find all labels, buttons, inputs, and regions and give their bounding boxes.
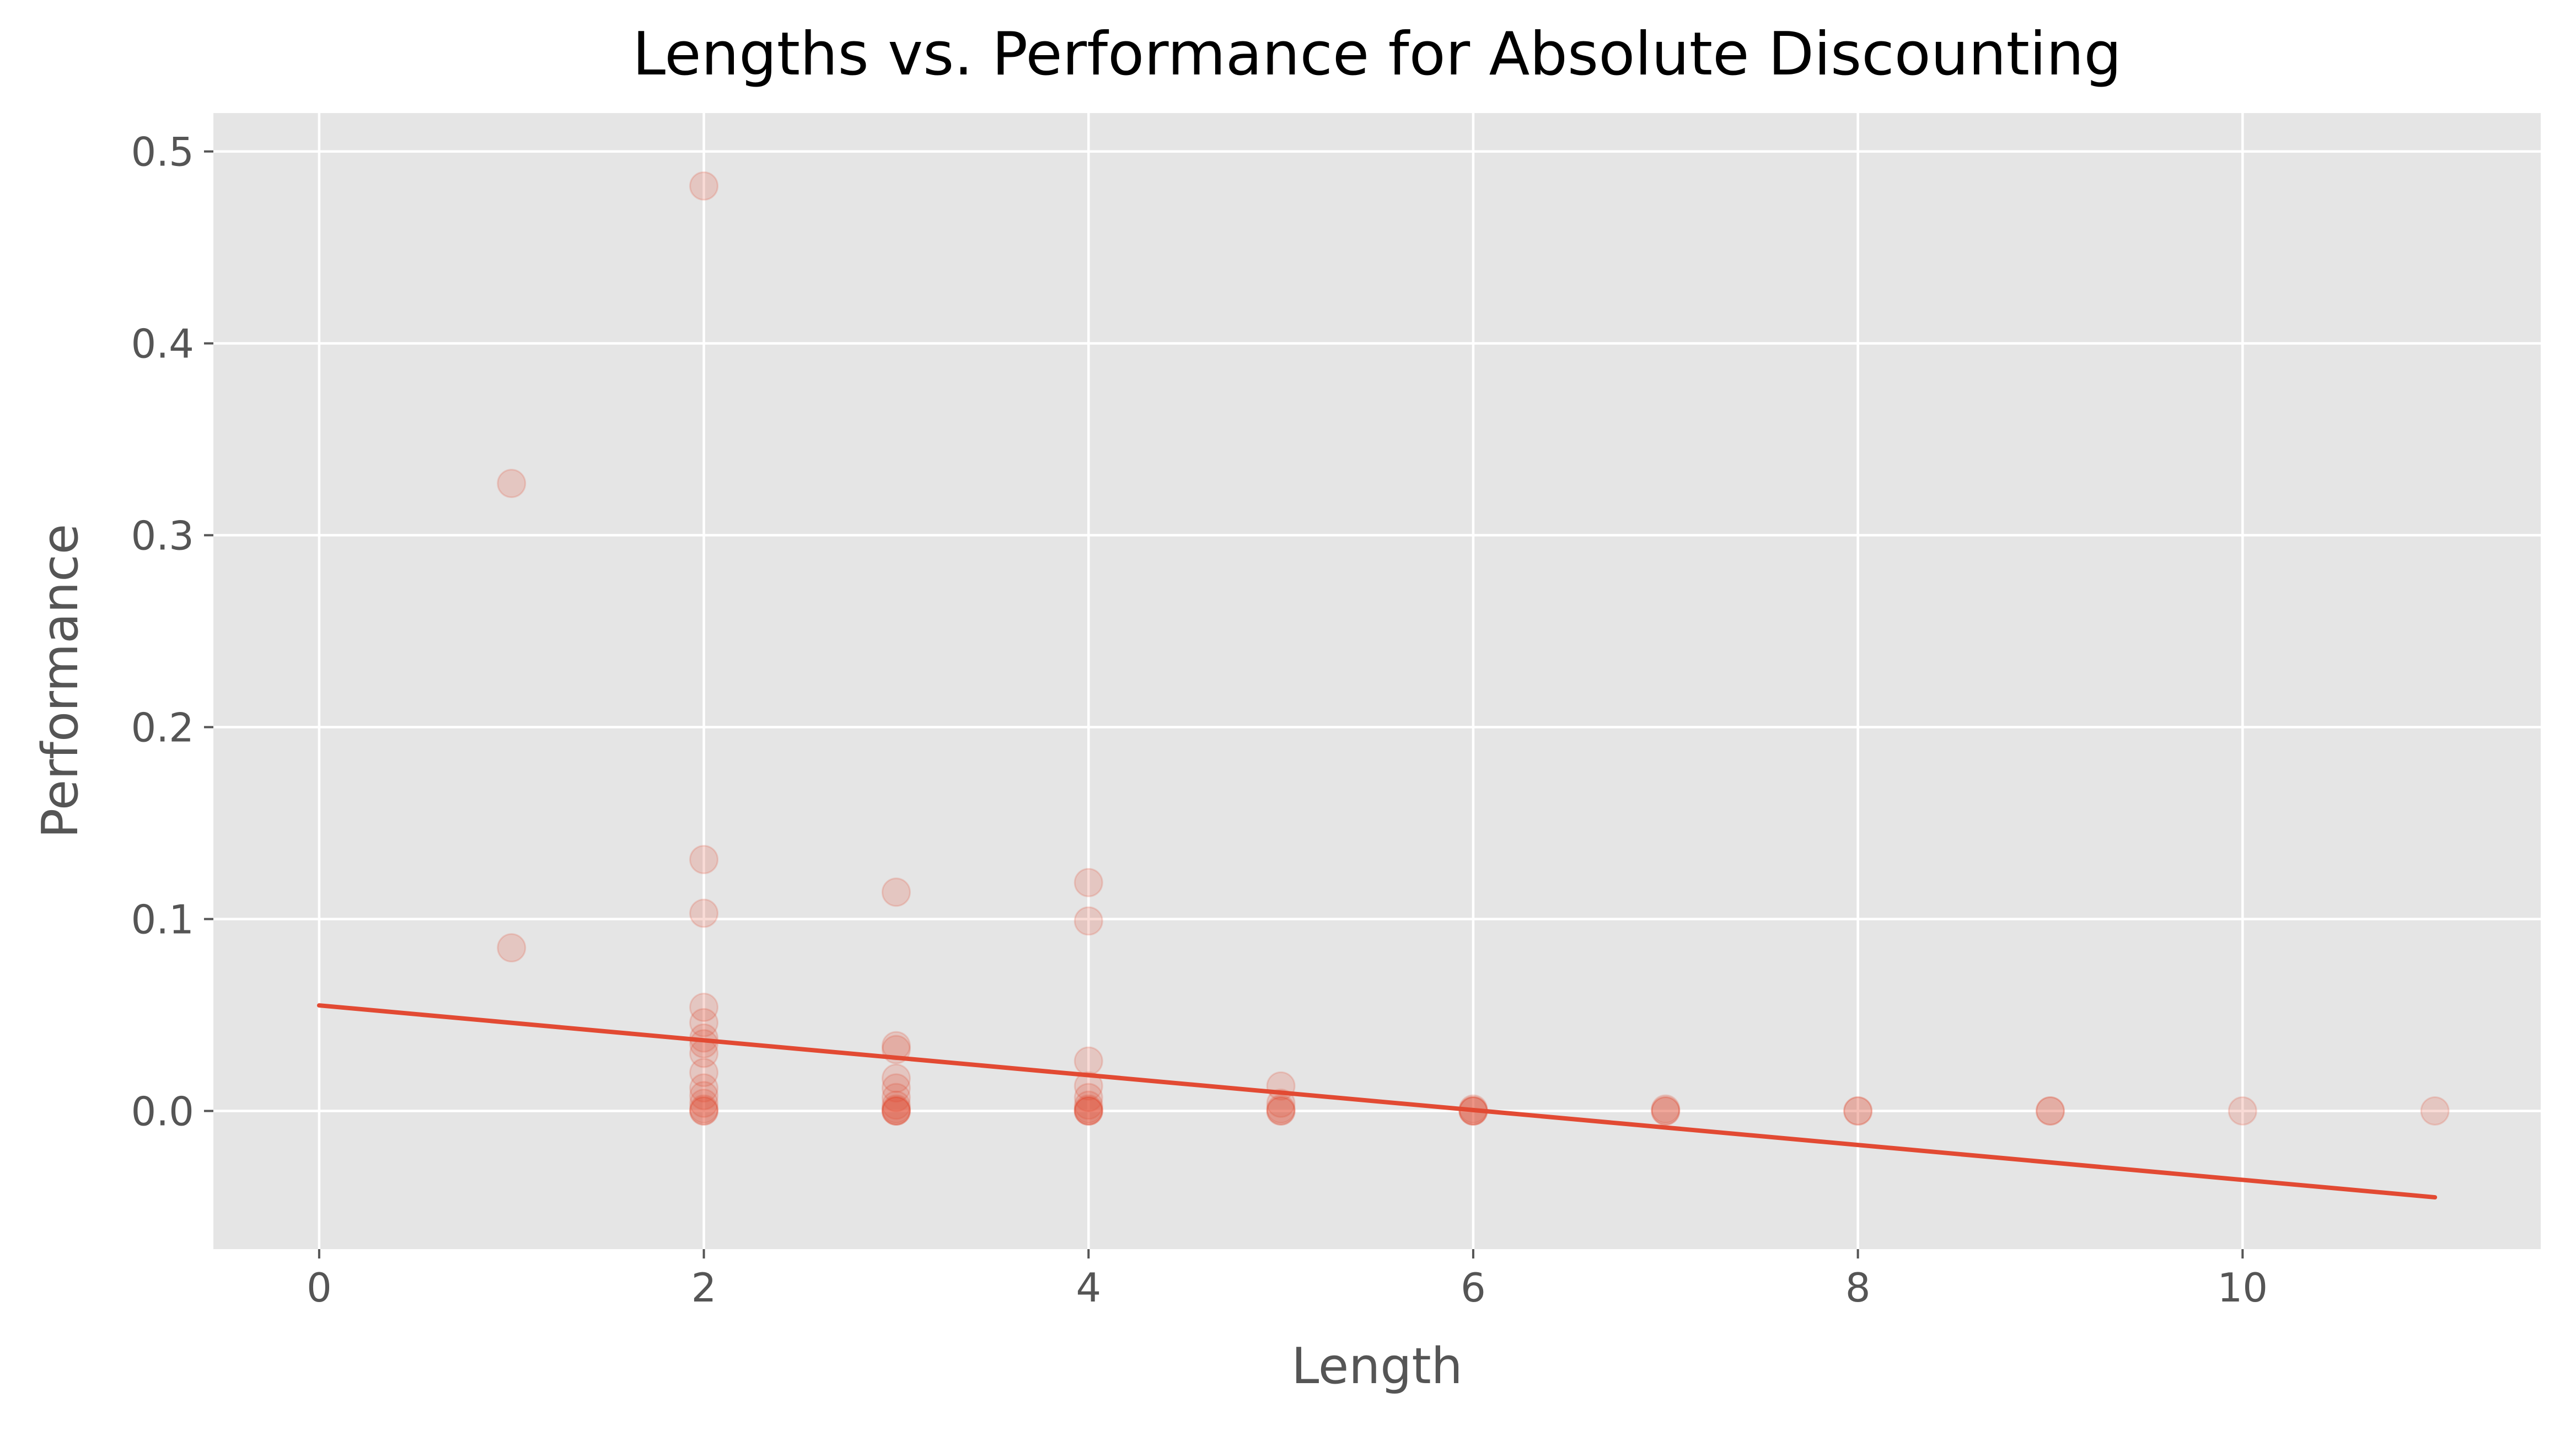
data-point — [1074, 1046, 1103, 1076]
data-point — [881, 1073, 911, 1103]
data-point — [497, 933, 527, 963]
data-point — [1651, 1096, 1681, 1126]
data-point — [689, 845, 719, 875]
data-point — [881, 877, 911, 907]
data-point — [1266, 1096, 1296, 1126]
data-point — [881, 1094, 911, 1124]
data-point — [881, 1096, 911, 1126]
data-point — [881, 1090, 911, 1120]
data-point — [2420, 1096, 2450, 1126]
data-point — [881, 1096, 911, 1126]
grid — [213, 113, 2541, 1249]
y-tick-label: 0.5 — [131, 129, 194, 175]
data-point — [1074, 1096, 1103, 1126]
x-tick-label: 6 — [1461, 1265, 1486, 1311]
x-tick-label: 0 — [307, 1265, 332, 1311]
data-point — [1843, 1096, 1873, 1126]
x-tick-label: 8 — [1845, 1265, 1871, 1311]
data-point — [1266, 1094, 1296, 1124]
x-tick-label: 10 — [2217, 1265, 2268, 1311]
data-point — [689, 171, 719, 201]
fit-line — [316, 1003, 2438, 1200]
data-point — [689, 1073, 719, 1103]
data-point — [1074, 1096, 1103, 1126]
plot-area — [213, 113, 2541, 1249]
x-tick-label: 4 — [1076, 1265, 1101, 1311]
data-point — [2228, 1096, 2257, 1126]
data-point — [1074, 1083, 1103, 1112]
fit-line-group — [316, 1003, 2438, 1200]
data-point — [689, 1081, 719, 1111]
axis-ticks: 0 2 4 6 8 10 0.0 0.1 0.2 0.3 0.4 0.5 — [131, 129, 2268, 1311]
y-tick-label: 0.3 — [131, 513, 194, 559]
data-point — [881, 1083, 911, 1112]
data-point — [689, 1096, 719, 1126]
data-point — [689, 1029, 719, 1059]
data-point — [1074, 867, 1103, 897]
x-axis-label: Length — [1291, 1337, 1462, 1395]
data-point — [689, 1096, 719, 1126]
data-point — [689, 1058, 719, 1088]
data-point — [497, 469, 527, 499]
data-point — [1074, 1090, 1103, 1120]
data-point — [689, 1094, 719, 1124]
data-point — [1651, 1094, 1681, 1124]
y-tick-label: 0.4 — [131, 321, 194, 367]
data-point — [1651, 1096, 1681, 1126]
data-point — [689, 1008, 719, 1037]
data-point — [1266, 1089, 1296, 1118]
data-point — [689, 993, 719, 1022]
data-point — [689, 1089, 719, 1118]
data-point — [2035, 1096, 2065, 1126]
data-point — [881, 1063, 911, 1093]
y-tick-label: 0.2 — [131, 705, 194, 751]
data-point — [1074, 906, 1103, 936]
y-tick-label: 0.1 — [131, 896, 194, 942]
y-axis-label: Performance — [31, 524, 89, 838]
chart-title: Lengths vs. Performance for Absolute Dis… — [632, 20, 2122, 89]
data-point — [881, 1096, 911, 1126]
y-tick-label: 0.0 — [131, 1088, 194, 1134]
data-point — [1074, 1071, 1103, 1101]
data-points — [497, 171, 2450, 1126]
data-point — [1074, 1094, 1103, 1124]
data-point — [1843, 1096, 1873, 1126]
data-point — [689, 898, 719, 928]
x-tick-label: 2 — [691, 1265, 717, 1311]
data-point — [1074, 1096, 1103, 1126]
data-point — [2035, 1096, 2065, 1126]
data-point — [1266, 1096, 1296, 1126]
